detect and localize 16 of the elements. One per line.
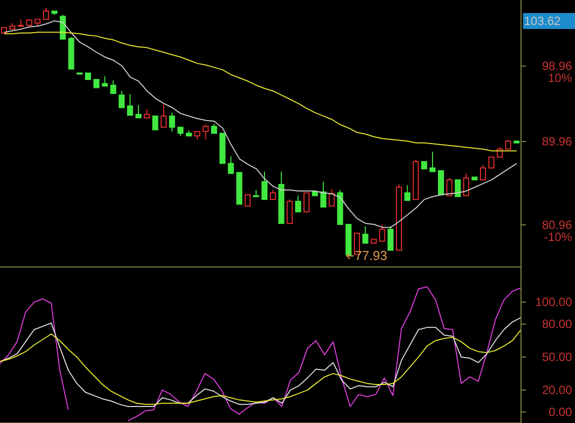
y2-tick-label: 10%	[548, 71, 572, 86]
y-tick-label: 80.00	[542, 317, 572, 332]
text: 103.62	[523, 13, 575, 29]
line-series	[0, 317, 522, 408]
y-tick-label: 50.00	[542, 350, 572, 364]
text: 77.93	[354, 248, 388, 263]
y-tick-label: 80.96	[542, 218, 572, 232]
line-series	[0, 329, 522, 405]
y-tick-label: 98.96	[542, 59, 572, 74]
y-tick-label: 100.00	[535, 295, 572, 310]
y-tick-label: 20.00	[542, 383, 572, 398]
y-tick-label: 89.96	[542, 134, 572, 148]
line-series	[4, 32, 518, 152]
y-tick-label: 0.00	[548, 405, 572, 420]
line-series	[4, 20, 518, 228]
y2-tick-label: -10%	[544, 230, 572, 244]
